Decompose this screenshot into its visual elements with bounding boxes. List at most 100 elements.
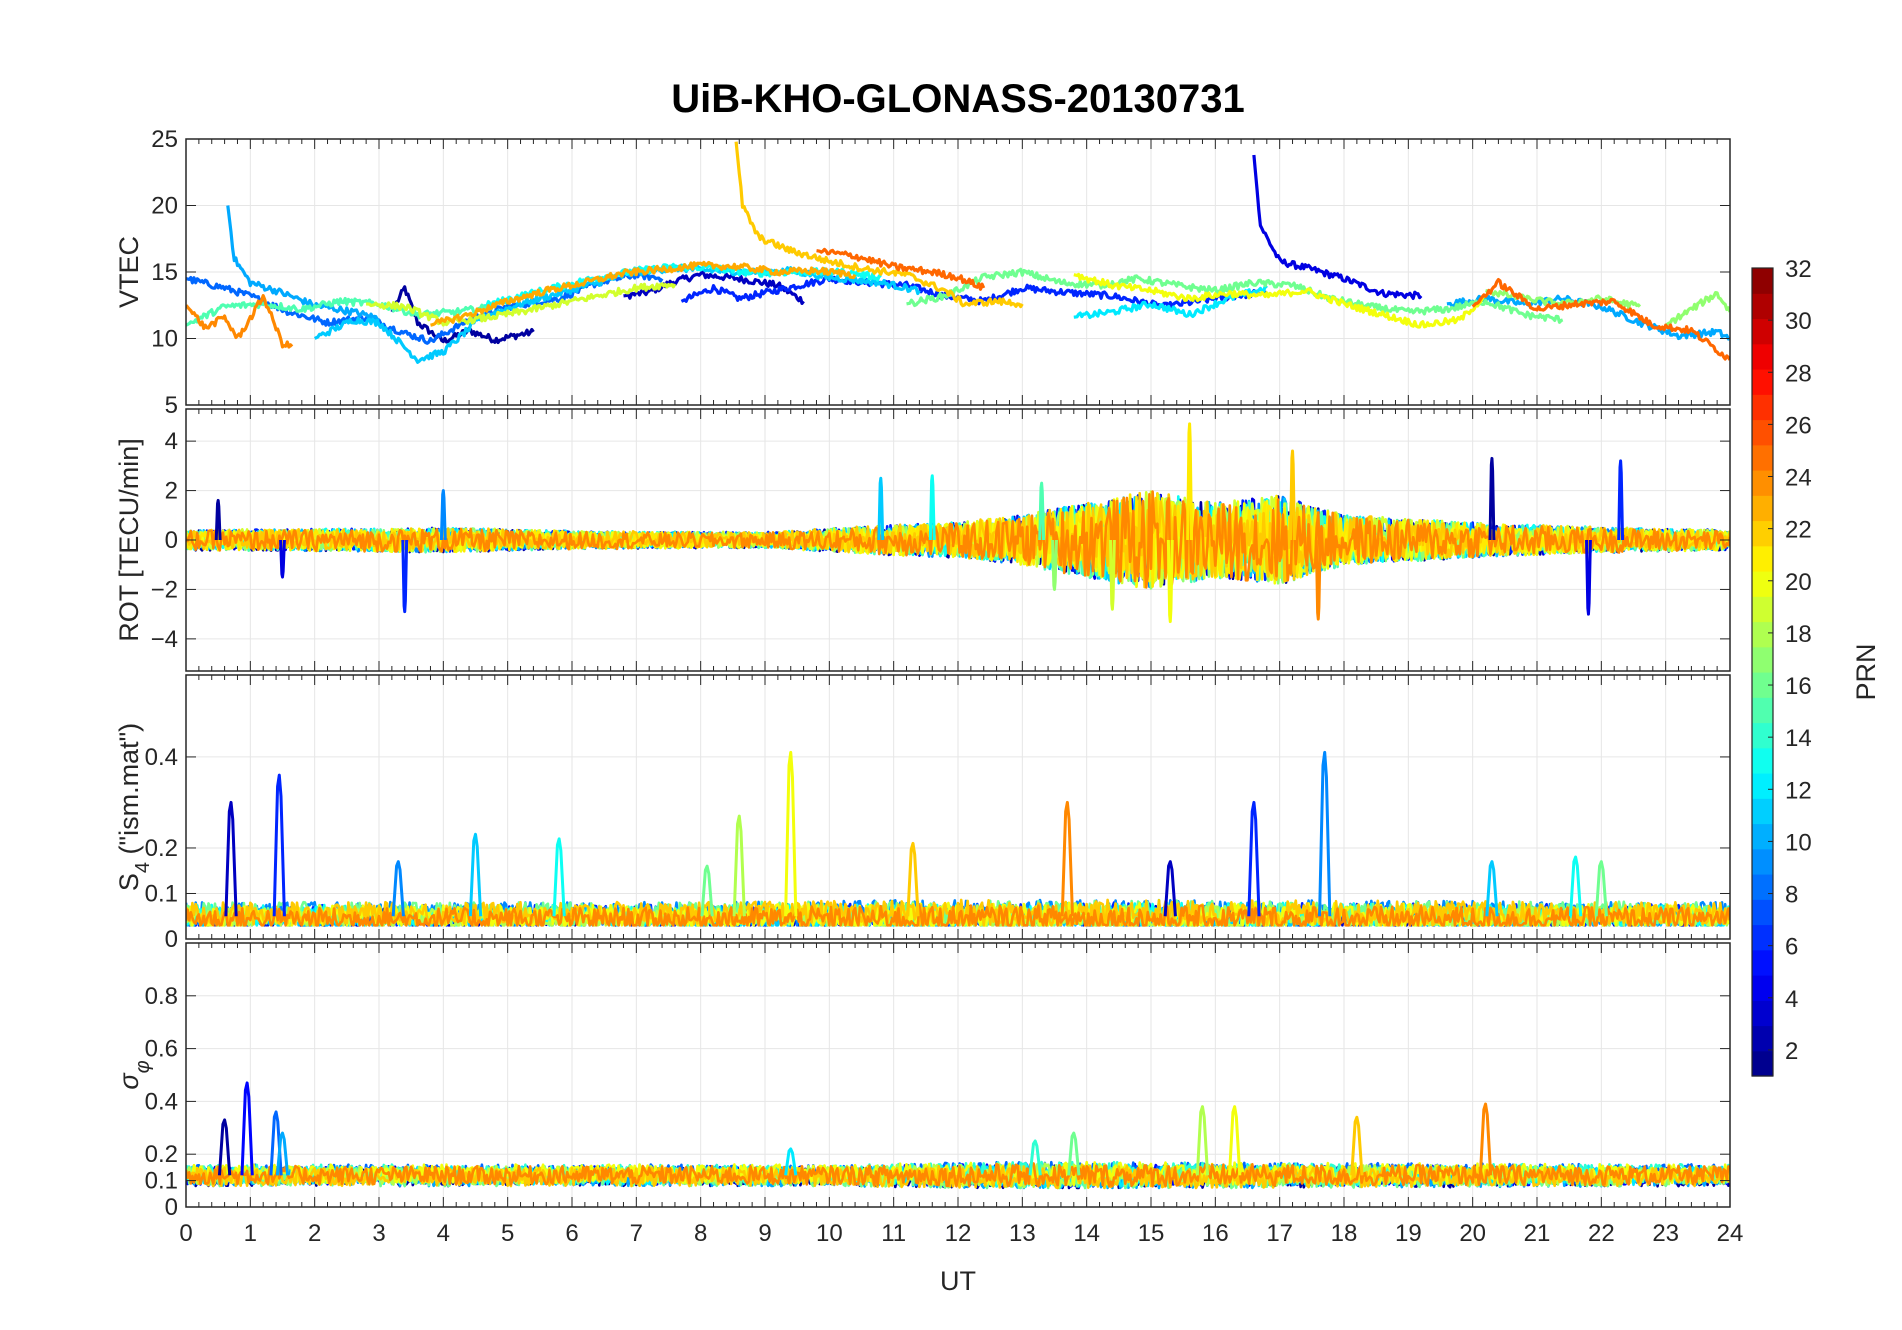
y-axis-label-vtec: VTEC (114, 236, 144, 308)
colorbar-tick-label: 6 (1785, 934, 1798, 961)
spike-mark (784, 1147, 798, 1176)
colorbar-band (1752, 394, 1773, 421)
panel-vtec: 5 10 15 20 25 VTEC (114, 126, 1731, 419)
series-line-prn-23 (430, 260, 857, 327)
x-tick-label: 0 (179, 1220, 192, 1247)
colorbar-band (1752, 343, 1773, 370)
colorbar-band (1752, 419, 1773, 446)
spike-mark (1617, 459, 1625, 541)
spike-mark (224, 800, 238, 917)
colorbar-tick-label: 10 (1785, 829, 1812, 856)
spike-mark (1478, 1102, 1493, 1176)
spike-mark (732, 814, 746, 917)
x-tick-label: 19 (1395, 1220, 1422, 1247)
y-tick-label: 5 (165, 392, 178, 419)
colorbar-band (1752, 1025, 1773, 1052)
series-group (186, 1081, 1730, 1190)
y-tick-label: 0.1 (145, 1168, 178, 1195)
spike-mark (700, 864, 714, 917)
spike-mark (275, 1131, 290, 1176)
y-tick-label: 2 (165, 478, 178, 505)
colorbar-band (1752, 924, 1773, 951)
colorbar-band (1752, 697, 1773, 724)
x-tick-label: 20 (1459, 1220, 1486, 1247)
colorbar-tick-label: 20 (1785, 569, 1812, 596)
y-tick-label: 4 (165, 428, 178, 455)
spike-mark (240, 1081, 254, 1176)
spike-mark (1227, 1105, 1242, 1176)
spike-mark (1028, 1139, 1042, 1176)
spike-mark (1186, 422, 1194, 541)
series-line-prn-25 (816, 247, 986, 291)
y-tick-label: 0 (165, 926, 178, 953)
x-tick-label: 8 (694, 1220, 707, 1247)
series-line-prn-25 (1471, 278, 1730, 361)
colorbar-band (1752, 596, 1773, 623)
colorbar-band (1752, 899, 1773, 926)
series-line-prn-15 (186, 296, 496, 327)
panel-s4: 00.10.20.4S4 ("ism.mat") (114, 674, 1731, 953)
spike-mark (1585, 539, 1592, 616)
spike-mark (928, 474, 936, 541)
y-label-main: VTEC (114, 236, 144, 308)
y-tick-label: 0.8 (145, 983, 178, 1010)
x-tick-label: 2 (308, 1220, 321, 1247)
spike-mark (1350, 1115, 1364, 1176)
y-label-main: S (114, 873, 144, 891)
x-tick-label: 3 (372, 1220, 385, 1247)
y-label-suffix: ("ism.mat") (114, 723, 144, 862)
y-tick-label: 0.4 (145, 1088, 178, 1115)
colorbar-band (1752, 773, 1773, 799)
colorbar-band (1752, 318, 1773, 345)
colorbar-band (1752, 545, 1773, 572)
x-axis-label: UT (940, 1266, 976, 1296)
series-line-prn-24 (186, 490, 1730, 589)
colorbar-band (1752, 444, 1773, 471)
colorbar-band (1752, 722, 1773, 749)
x-tick-label: 22 (1588, 1220, 1615, 1247)
spike-mark (784, 750, 798, 917)
series-line-prn-10 (226, 205, 380, 322)
colorbar-tick-label: 4 (1785, 986, 1798, 1013)
colorbar-band (1752, 1000, 1773, 1027)
x-tick-label: 5 (501, 1220, 514, 1247)
spike-mark (1163, 860, 1177, 917)
colorbar-tick-label: 24 (1785, 465, 1812, 492)
y-tick-label: −2 (151, 576, 178, 603)
spike-mark (1067, 1131, 1081, 1176)
colorbar-band (1752, 268, 1773, 294)
ticks: 0 0.1 0.2 0.4 (145, 675, 1731, 953)
y-tick-label: −4 (151, 626, 178, 653)
series-line-prn-20 (1073, 272, 1486, 329)
y-tick-label: 0.2 (145, 1141, 178, 1168)
colorbar-frame (1751, 267, 1774, 1077)
spike-mark (1594, 860, 1608, 917)
x-tick-label: 7 (630, 1220, 643, 1247)
spike-mark (439, 489, 447, 541)
spike-mark (552, 837, 566, 917)
x-tick-label: 23 (1652, 1220, 1679, 1247)
y-label-main: ROT [TECU/min] (114, 438, 144, 642)
x-tick-label: 21 (1524, 1220, 1551, 1247)
series-group (186, 422, 1730, 624)
y-tick-label: 0 (165, 527, 178, 554)
colorbar-tick-label: 18 (1785, 621, 1812, 648)
colorbar-band (1752, 520, 1773, 547)
spike-mark (1568, 855, 1583, 917)
y-tick-label: 15 (151, 259, 178, 286)
x-tick-label: 9 (758, 1220, 771, 1247)
spike-mark (1166, 539, 1174, 624)
x-tick-label: 11 (881, 1220, 906, 1247)
x-tick-label: 18 (1331, 1220, 1358, 1247)
x-tick-label: 24 (1717, 1220, 1744, 1247)
spike-mark (1038, 481, 1046, 541)
spike-mark (1488, 456, 1496, 541)
spike-mark (1060, 800, 1075, 917)
colorbar-band (1752, 874, 1773, 900)
y-axis-label-s4: S4 ("ism.mat") (114, 723, 154, 891)
y-tick-label: 10 (151, 326, 178, 353)
colorbar-tick-label: 14 (1785, 725, 1812, 752)
ticks: 5 10 15 20 25 (151, 126, 1731, 419)
